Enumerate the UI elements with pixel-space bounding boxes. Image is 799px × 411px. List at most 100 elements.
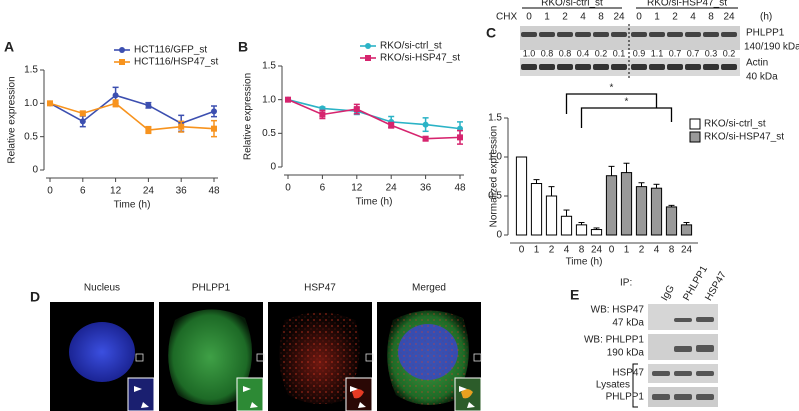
band-label: Actin [746, 58, 768, 69]
bar [680, 224, 693, 236]
micrographs [50, 297, 482, 411]
marker [145, 102, 152, 109]
ratio-label: 0.7 [687, 48, 700, 58]
y-tick-label: 0.5 [488, 191, 502, 202]
band [557, 32, 573, 37]
band [557, 64, 573, 70]
treatment-label: CHX [496, 12, 517, 23]
lane-label: 4 [580, 12, 586, 23]
ratio-label: 0.1 [613, 48, 626, 58]
marker [211, 108, 217, 115]
ratio-label: 1.1 [651, 48, 664, 58]
marker [79, 110, 86, 117]
lane-label: 2 [562, 12, 568, 23]
marker [47, 100, 53, 107]
lysates-label: Lysates [596, 380, 630, 391]
significance-bracket [580, 107, 673, 128]
row-label: PHLPP1 [606, 392, 645, 403]
marker [211, 125, 217, 132]
x-tick-label: 12 [351, 183, 363, 194]
legend-label: HCT116/GFP_st [134, 45, 207, 56]
ratio-label: 0.8 [559, 48, 572, 58]
lane-label: 1 [544, 12, 550, 23]
bar [650, 187, 663, 236]
band [667, 32, 683, 37]
lane-label: 24 [723, 12, 735, 23]
legend-label: RKO/si-HSP47_st [380, 53, 460, 64]
bar [665, 206, 678, 236]
legend-swatch [689, 131, 701, 143]
annotation: * [610, 83, 614, 94]
band [575, 32, 591, 37]
bar [545, 195, 558, 236]
series-line [49, 102, 215, 131]
band [703, 64, 719, 70]
bar [620, 172, 633, 236]
x-tick-label: 24 [386, 183, 398, 194]
bar [575, 224, 588, 236]
band [649, 32, 665, 37]
y-tick-label: 0 [270, 162, 276, 173]
lane-label: 8 [598, 12, 604, 23]
group-label: RKO/si-ctrl_st [541, 0, 603, 9]
group-label: RKO/si-HSP47_st [647, 0, 727, 9]
x-tick-label: 6 [80, 186, 86, 197]
band-size: 140/190 kDa [744, 42, 799, 53]
x-tick-label: 24 [143, 186, 155, 197]
y-tick-label: 1.0 [488, 152, 502, 163]
marker [457, 134, 463, 141]
y-tick-label: 1.0 [24, 98, 38, 109]
x-axis-label: Time (h) [114, 200, 151, 211]
panel-label: C [486, 25, 496, 41]
ip-label: IP: [620, 278, 632, 289]
ratio-label: 0.8 [541, 48, 554, 58]
x-tick-label: 2 [549, 245, 555, 256]
x-tick-label: 36 [420, 183, 432, 194]
lane-label: 0 [526, 12, 532, 23]
band [649, 64, 665, 70]
y-tick-label: 0 [496, 230, 502, 241]
bar [635, 186, 648, 236]
band [667, 64, 683, 70]
ratio-label: 0.9 [633, 48, 646, 58]
significance-bracket [565, 93, 658, 114]
legend-swatch [689, 118, 701, 130]
series-line [287, 98, 461, 140]
lane-label: 24 [613, 12, 625, 23]
legend-marker [119, 59, 125, 65]
x-axis-label: Time (h) [356, 197, 393, 208]
legend-label: RKO/si-HSP47_st [704, 132, 784, 143]
marker [285, 96, 291, 103]
lane-label: IgG [659, 283, 677, 303]
series-line [287, 98, 461, 130]
x-tick-label: 24 [591, 245, 603, 256]
series-line [49, 94, 215, 125]
marker [422, 121, 429, 128]
legend-label: RKO/si-ctrl_st [380, 41, 442, 52]
row-label: HSP47 [612, 368, 644, 379]
channel-label: Nucleus [84, 283, 120, 294]
ratio-label: 0.7 [669, 48, 682, 58]
y-tick-label: 0 [32, 165, 38, 176]
x-tick-label: 6 [320, 183, 326, 194]
band [521, 32, 537, 37]
bar [590, 229, 603, 236]
row-size: 47 kDa [612, 318, 644, 329]
band [685, 32, 701, 37]
legend-marker [365, 55, 371, 61]
band [611, 32, 627, 37]
y-axis-label: Relative expression [243, 73, 254, 160]
legend-label: RKO/si-ctrl_st [704, 119, 766, 130]
y-tick-label: 1.5 [24, 65, 38, 76]
ratio-label: 0.2 [723, 48, 736, 58]
x-tick-label: 0 [47, 186, 53, 197]
legend-marker [365, 43, 371, 49]
band [631, 64, 647, 70]
marker [353, 106, 360, 113]
y-tick-label: 1.0 [262, 94, 276, 105]
panel-label: B [238, 39, 248, 55]
western-blot-e [632, 304, 718, 408]
panel-label: A [4, 39, 14, 55]
band-label: PHLPP1 [746, 28, 785, 39]
